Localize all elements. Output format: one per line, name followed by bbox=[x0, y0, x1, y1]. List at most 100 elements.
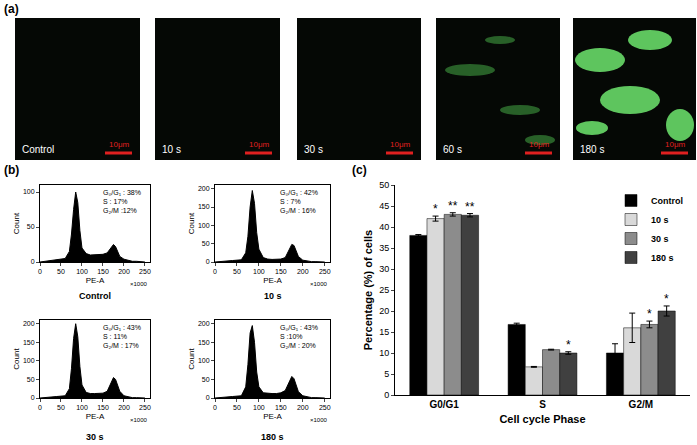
svg-text:100: 100 bbox=[253, 268, 265, 275]
svg-text:PE-A: PE-A bbox=[263, 412, 282, 421]
svg-text:0: 0 bbox=[206, 258, 210, 265]
svg-text:200: 200 bbox=[198, 320, 210, 327]
svg-text:0: 0 bbox=[384, 390, 389, 400]
svg-text:30 s: 30 s bbox=[651, 234, 669, 244]
svg-text:G₀/G₁ : 43%S :10%G₂/M : 20%: G₀/G₁ : 43%S :10%G₂/M : 20% bbox=[280, 324, 318, 349]
svg-text:10 s: 10 s bbox=[264, 291, 282, 301]
svg-text:150: 150 bbox=[23, 339, 35, 346]
svg-text:PE-A: PE-A bbox=[86, 276, 105, 285]
svg-text:10 s: 10 s bbox=[651, 215, 669, 225]
svg-text:200: 200 bbox=[23, 320, 35, 327]
svg-text:*: * bbox=[647, 307, 652, 321]
svg-text:100: 100 bbox=[23, 188, 35, 195]
svg-text:S: S bbox=[539, 399, 546, 410]
svg-text:PE-A: PE-A bbox=[263, 276, 282, 285]
svg-text:G₀/G₁ : 38%S : 17%G₂/M :12%: G₀/G₁ : 38%S : 17%G₂/M :12% bbox=[103, 189, 141, 214]
svg-text:0: 0 bbox=[213, 268, 217, 275]
svg-text:60 s: 60 s bbox=[443, 144, 462, 155]
svg-text:Count: Count bbox=[187, 348, 196, 370]
svg-text:0: 0 bbox=[38, 404, 42, 411]
svg-text:150: 150 bbox=[275, 404, 287, 411]
svg-text:0: 0 bbox=[38, 268, 42, 275]
svg-text:10 s: 10 s bbox=[162, 144, 181, 155]
svg-text:10μm: 10μm bbox=[529, 140, 550, 149]
svg-text:40: 40 bbox=[379, 222, 389, 232]
svg-text:200: 200 bbox=[297, 404, 309, 411]
svg-text:100: 100 bbox=[23, 357, 35, 364]
svg-text:50: 50 bbox=[202, 376, 210, 383]
svg-text:150: 150 bbox=[97, 404, 109, 411]
svg-text:150: 150 bbox=[97, 268, 109, 275]
svg-text:Count: Count bbox=[12, 212, 21, 234]
svg-text:0: 0 bbox=[31, 258, 35, 265]
svg-text:(a): (a) bbox=[4, 2, 19, 16]
svg-text:G₀/G₁ : 43%S : 11%G₂/M : 17%: G₀/G₁ : 43%S : 11%G₂/M : 17% bbox=[103, 324, 141, 349]
svg-text:50: 50 bbox=[57, 268, 65, 275]
svg-text:200: 200 bbox=[118, 268, 130, 275]
svg-text:×1000: ×1000 bbox=[310, 417, 328, 423]
svg-text:20: 20 bbox=[379, 306, 389, 316]
svg-text:(b): (b) bbox=[4, 163, 19, 177]
svg-text:250: 250 bbox=[139, 268, 151, 275]
svg-text:Percentage (%) of cells: Percentage (%) of cells bbox=[362, 230, 374, 350]
svg-text:×1000: ×1000 bbox=[130, 281, 148, 287]
svg-text:0: 0 bbox=[31, 394, 35, 401]
svg-text:180 s: 180 s bbox=[651, 253, 674, 263]
svg-text:15: 15 bbox=[379, 327, 389, 337]
svg-text:(c): (c) bbox=[352, 163, 367, 177]
svg-text:50: 50 bbox=[27, 376, 35, 383]
svg-text:Count: Count bbox=[187, 212, 196, 234]
svg-text:35: 35 bbox=[379, 243, 389, 253]
svg-text:*: * bbox=[433, 202, 438, 216]
svg-text:×1000: ×1000 bbox=[310, 281, 328, 287]
svg-text:30 s: 30 s bbox=[86, 432, 104, 442]
svg-text:PE-A: PE-A bbox=[86, 412, 105, 421]
svg-text:100: 100 bbox=[76, 404, 88, 411]
svg-text:150: 150 bbox=[198, 339, 210, 346]
svg-text:25: 25 bbox=[379, 285, 389, 295]
svg-text:Count: Count bbox=[12, 348, 21, 370]
svg-text:0: 0 bbox=[213, 404, 217, 411]
svg-text:45: 45 bbox=[379, 201, 389, 211]
svg-text:250: 250 bbox=[139, 404, 151, 411]
svg-text:10μm: 10μm bbox=[109, 140, 130, 149]
svg-text:**: ** bbox=[465, 200, 475, 214]
svg-text:200: 200 bbox=[118, 404, 130, 411]
svg-text:**: ** bbox=[448, 199, 458, 213]
svg-text:100: 100 bbox=[198, 357, 210, 364]
svg-text:50: 50 bbox=[202, 240, 210, 247]
svg-text:Control: Control bbox=[22, 144, 54, 155]
svg-text:G0/G1: G0/G1 bbox=[429, 399, 459, 410]
svg-text:10μm: 10μm bbox=[665, 140, 686, 149]
svg-text:Cell cycle Phase: Cell cycle Phase bbox=[499, 413, 585, 425]
svg-text:10: 10 bbox=[379, 348, 389, 358]
svg-text:50: 50 bbox=[57, 404, 65, 411]
svg-text:0: 0 bbox=[206, 394, 210, 401]
svg-text:G₀/G₁ : 42%S : 7%G₂/M : 16%: G₀/G₁ : 42%S : 7%G₂/M : 16% bbox=[280, 189, 318, 214]
svg-text:250: 250 bbox=[319, 268, 331, 275]
svg-text:50: 50 bbox=[27, 223, 35, 230]
svg-text:Control: Control bbox=[79, 291, 111, 301]
svg-text:200: 200 bbox=[297, 268, 309, 275]
svg-text:100: 100 bbox=[198, 222, 210, 229]
svg-text:30: 30 bbox=[379, 264, 389, 274]
svg-text:50: 50 bbox=[233, 404, 241, 411]
svg-text:200: 200 bbox=[198, 185, 210, 192]
svg-text:50: 50 bbox=[379, 180, 389, 190]
svg-text:10μm: 10μm bbox=[390, 140, 411, 149]
svg-text:50: 50 bbox=[233, 268, 241, 275]
svg-text:180 s: 180 s bbox=[261, 432, 284, 442]
svg-text:10μm: 10μm bbox=[249, 140, 270, 149]
svg-text:*: * bbox=[664, 292, 669, 306]
svg-text:180 s: 180 s bbox=[580, 144, 604, 155]
svg-text:150: 150 bbox=[198, 203, 210, 210]
svg-text:×1000: ×1000 bbox=[130, 417, 148, 423]
svg-text:Control: Control bbox=[651, 196, 683, 206]
svg-text:5: 5 bbox=[384, 369, 389, 379]
svg-text:100: 100 bbox=[253, 404, 265, 411]
svg-text:*: * bbox=[566, 338, 571, 352]
svg-text:100: 100 bbox=[76, 268, 88, 275]
svg-text:30 s: 30 s bbox=[304, 144, 323, 155]
svg-text:G2/M: G2/M bbox=[629, 399, 653, 410]
svg-text:150: 150 bbox=[275, 268, 287, 275]
